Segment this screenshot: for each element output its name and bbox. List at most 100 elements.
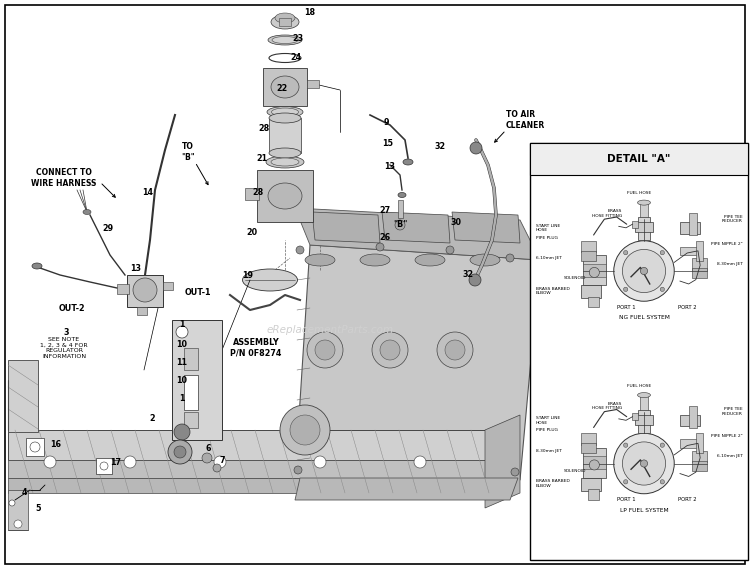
Text: PIPE TEE
REDUCER: PIPE TEE REDUCER — [722, 215, 743, 224]
Bar — [692, 461, 707, 471]
Ellipse shape — [360, 254, 390, 266]
Circle shape — [168, 440, 192, 464]
Bar — [583, 456, 606, 469]
Bar — [635, 222, 652, 232]
Circle shape — [174, 446, 186, 458]
Bar — [580, 241, 596, 252]
Circle shape — [622, 442, 665, 485]
Ellipse shape — [272, 108, 298, 116]
Text: PIPE NIPPLE 2": PIPE NIPPLE 2" — [711, 242, 743, 246]
Text: eReplacementParts.com: eReplacementParts.com — [266, 325, 394, 335]
Bar — [635, 415, 652, 424]
Ellipse shape — [269, 113, 301, 123]
Bar — [692, 268, 707, 278]
Circle shape — [469, 274, 481, 286]
Text: FUEL HOSE: FUEL HOSE — [627, 191, 651, 195]
Text: 2: 2 — [149, 414, 154, 423]
Text: PIPE TEE
REDUCER: PIPE TEE REDUCER — [722, 407, 743, 416]
Circle shape — [511, 468, 519, 476]
Circle shape — [622, 249, 665, 292]
Text: PORT 2: PORT 2 — [678, 497, 697, 502]
Polygon shape — [382, 212, 450, 243]
Bar — [279, 18, 291, 26]
Text: PIPE PLUG: PIPE PLUG — [536, 236, 558, 240]
Circle shape — [202, 453, 212, 463]
Ellipse shape — [398, 192, 406, 197]
Text: SOLENOID: SOLENOID — [564, 469, 586, 473]
Bar — [96, 458, 112, 474]
Circle shape — [623, 250, 628, 255]
Text: 6: 6 — [206, 443, 211, 452]
Text: 32: 32 — [463, 270, 473, 278]
Bar — [580, 433, 596, 445]
Text: 10: 10 — [176, 376, 188, 385]
Bar — [638, 217, 650, 240]
Text: BRASS
HOSE FITTING: BRASS HOSE FITTING — [592, 402, 622, 410]
Ellipse shape — [83, 209, 91, 215]
Text: DETAIL "A": DETAIL "A" — [608, 154, 670, 164]
Bar — [184, 348, 198, 370]
Text: 22: 22 — [276, 84, 288, 93]
Text: 19: 19 — [242, 270, 254, 279]
Text: OUT-1: OUT-1 — [184, 287, 211, 296]
Text: 5: 5 — [35, 504, 40, 513]
Circle shape — [280, 405, 330, 455]
Ellipse shape — [470, 254, 500, 266]
Circle shape — [213, 464, 221, 472]
Bar — [245, 188, 259, 200]
Text: 14: 14 — [142, 188, 154, 196]
Text: ASSEMBLY
P/N 0F8274: ASSEMBLY P/N 0F8274 — [230, 339, 282, 358]
Text: BRASS BARBED
ELBOW: BRASS BARBED ELBOW — [536, 479, 570, 488]
Text: SEE NOTE
1, 2, 3 & 4 FOR
REGULATOR
INFORMATION: SEE NOTE 1, 2, 3 & 4 FOR REGULATOR INFOR… — [40, 337, 88, 359]
Circle shape — [14, 520, 22, 528]
Text: 6.10mm JET: 6.10mm JET — [536, 256, 562, 260]
Circle shape — [9, 500, 15, 506]
Bar — [696, 241, 703, 261]
Circle shape — [44, 456, 56, 468]
Text: 1: 1 — [179, 320, 184, 328]
Text: 27: 27 — [380, 205, 391, 215]
Circle shape — [307, 332, 343, 368]
Polygon shape — [295, 478, 518, 500]
Text: 13: 13 — [130, 263, 142, 273]
Circle shape — [623, 480, 628, 484]
Bar — [263, 68, 307, 106]
Ellipse shape — [242, 269, 298, 291]
Text: 17: 17 — [110, 457, 122, 467]
Bar — [530, 143, 748, 560]
Text: TO
"B": TO "B" — [182, 142, 195, 162]
Text: 9: 9 — [383, 118, 388, 126]
Text: 18: 18 — [304, 7, 316, 17]
Circle shape — [445, 340, 465, 360]
Bar — [117, 284, 129, 294]
Bar — [696, 433, 703, 453]
Circle shape — [296, 246, 304, 254]
Text: 28: 28 — [258, 123, 270, 133]
Text: 13: 13 — [385, 162, 395, 171]
Text: 32: 32 — [434, 142, 445, 150]
Circle shape — [660, 287, 664, 291]
Ellipse shape — [403, 159, 413, 165]
Ellipse shape — [415, 254, 445, 266]
Circle shape — [314, 456, 326, 468]
Circle shape — [100, 462, 108, 470]
Text: 15: 15 — [382, 138, 394, 147]
Bar — [583, 255, 606, 286]
Bar — [640, 203, 647, 217]
Circle shape — [660, 250, 664, 255]
Circle shape — [506, 254, 514, 262]
Text: 26: 26 — [380, 233, 391, 241]
Ellipse shape — [271, 76, 299, 98]
Bar — [688, 213, 698, 235]
Bar — [588, 297, 599, 307]
Text: 3: 3 — [63, 328, 69, 336]
Text: 23: 23 — [292, 34, 304, 43]
Text: OUT-2: OUT-2 — [58, 303, 86, 312]
Bar — [8, 360, 38, 432]
Bar — [137, 307, 147, 315]
Bar — [632, 413, 638, 420]
Bar — [307, 80, 319, 88]
Bar — [638, 410, 650, 432]
Text: 7: 7 — [219, 456, 225, 464]
Bar — [688, 406, 698, 427]
